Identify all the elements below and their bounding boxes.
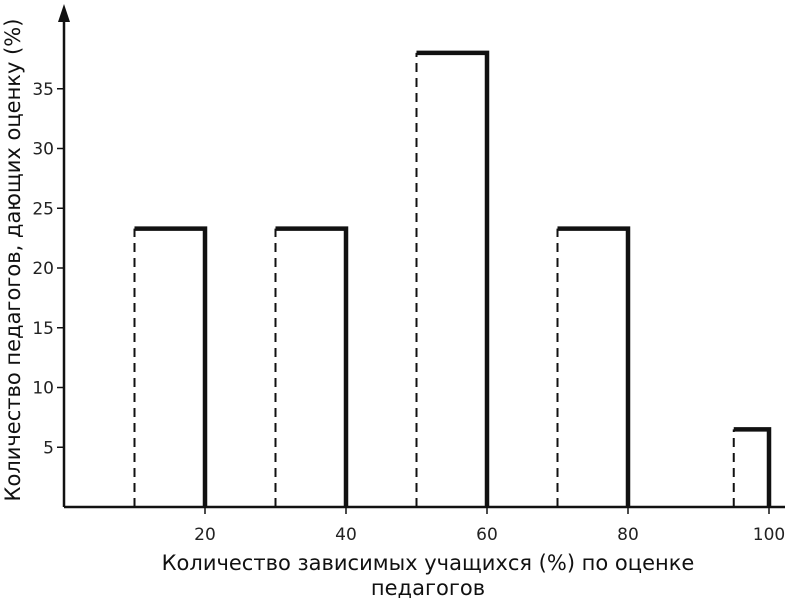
bar-top-right-edge [557, 226, 631, 507]
y-tick-label: 30 [32, 140, 54, 160]
y-tick-label: 10 [32, 379, 54, 399]
x-tick-label: 20 [194, 525, 216, 545]
y-tick-label: 35 [32, 80, 54, 100]
bar [415, 50, 490, 507]
bar [133, 226, 208, 507]
x-tick-label: 40 [335, 525, 357, 545]
y-tick-label: 5 [43, 438, 54, 458]
bars [133, 50, 772, 507]
y-tick-label: 25 [32, 199, 54, 219]
tick-labels: 5 10 15 20 25 30 35 20 40 60 80 100 [32, 80, 785, 545]
x-tick-label: 80 [617, 525, 639, 545]
y-tick-label: 15 [32, 319, 54, 339]
y-axis-arrow [58, 4, 70, 22]
bar-top-right-edge [134, 226, 208, 507]
bar [556, 226, 631, 507]
bar-top-right-edge [275, 226, 349, 507]
y-axis-title: Количество педагогов, дающих оценку (%) [1, 19, 25, 502]
x-axis-title-line-2: педагогов [371, 576, 485, 600]
axes [57, 4, 785, 514]
bar [274, 226, 349, 507]
bar-top-right-edge [416, 50, 490, 507]
bar [732, 427, 772, 507]
y-tick-label: 20 [32, 259, 54, 279]
x-axis-title-line-1: Количество зависимых учащихся (%) по оце… [162, 551, 695, 575]
bar-top-right-edge [733, 427, 772, 507]
x-tick-label: 60 [476, 525, 498, 545]
x-tick-label: 100 [753, 525, 785, 545]
